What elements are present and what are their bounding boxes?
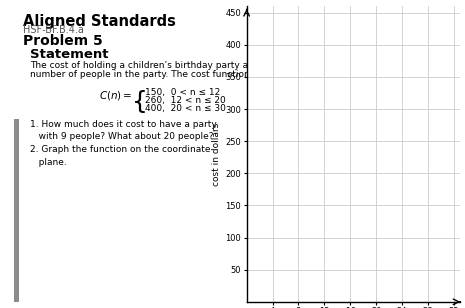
Text: 260,  12 < n ≤ 20: 260, 12 < n ≤ 20 <box>145 96 226 105</box>
Text: 2. Graph the function on the coordinate
   plane.: 2. Graph the function on the coordinate … <box>31 145 211 167</box>
Y-axis label: cost in dollars: cost in dollars <box>212 122 221 186</box>
Text: 150,  0 < n ≤ 12: 150, 0 < n ≤ 12 <box>145 88 220 97</box>
Text: The cost of holding a children’s birthday party at a rollerskating rink is a fun: The cost of holding a children’s birthda… <box>31 61 440 70</box>
Text: 1. How much does it cost to have a party
   with 9 people? What about 20 people?: 1. How much does it cost to have a party… <box>31 120 217 141</box>
Text: number of people in the party. The cost function, C, can be represented with thi: number of people in the party. The cost … <box>31 70 454 79</box>
Text: $C(n) =$: $C(n) =$ <box>99 89 133 102</box>
Text: Problem 5: Problem 5 <box>23 34 102 48</box>
Text: HSF-BF.B.4.a: HSF-BF.B.4.a <box>23 25 84 35</box>
Text: Aligned Standards: Aligned Standards <box>23 14 175 29</box>
Text: Statement: Statement <box>31 48 109 61</box>
Text: 400,  20 < n ≤ 30: 400, 20 < n ≤ 30 <box>145 104 226 113</box>
Text: {: { <box>132 90 147 114</box>
Bar <box>13 119 19 302</box>
